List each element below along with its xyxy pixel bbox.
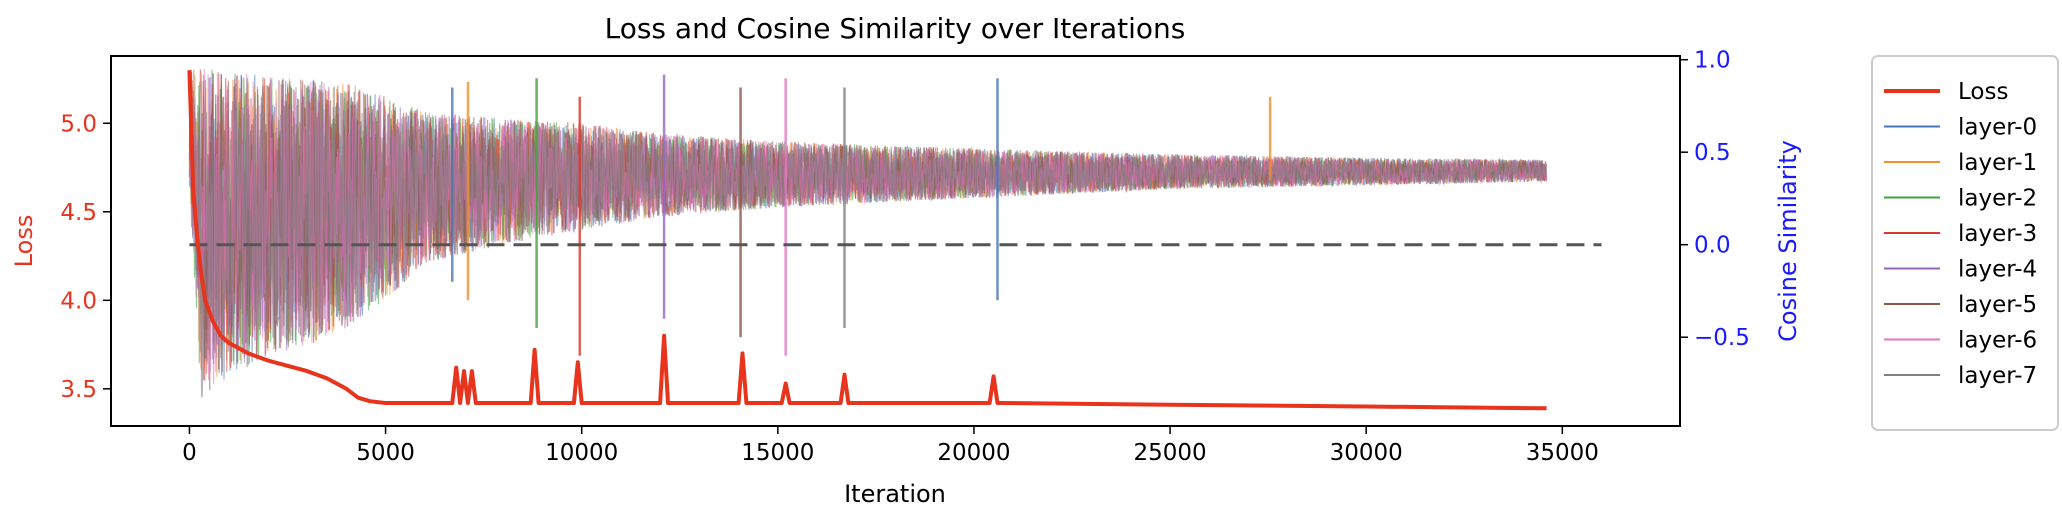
legend-label: layer-6 [1958, 328, 2037, 354]
x-axis-label: Iteration [844, 480, 946, 508]
legend: Loss layer-0 layer-1 layer-2 layer-3 layer-4 l… [1871, 55, 2059, 431]
legend-frame [1871, 55, 2059, 431]
legend-label: Loss [1958, 79, 2008, 105]
legend-item-layer-6: layer-6 [1884, 328, 2037, 354]
legend-item-layer-1: layer-1 [1884, 150, 2037, 176]
legend-items: Loss layer-0 layer-1 layer-2 layer-3 layer-4 l… [1884, 79, 2037, 389]
x-axis-ticks: 0 5000 10000 15000 20000 25000 30000 35000 [182, 426, 1599, 466]
x-tick-label: 15000 [741, 440, 814, 466]
loss-line [187, 70, 1547, 411]
left-y-axis-label: Loss [10, 215, 38, 268]
x-tick-label: 25000 [1133, 440, 1206, 466]
left-y-tick-label: 4.5 [60, 200, 97, 226]
right-y-axis-ticks: −0.5 0.0 0.5 1.0 [1680, 48, 1750, 351]
legend-item-layer-4: layer-4 [1884, 257, 2037, 283]
right-y-tick-label: −0.5 [1694, 325, 1750, 351]
right-y-tick-label: 1.0 [1694, 48, 1731, 74]
right-y-axis-label: Cosine Similarity [1774, 140, 1802, 342]
x-tick-label: 30000 [1330, 440, 1403, 466]
x-tick-label: 20000 [937, 440, 1010, 466]
left-y-axis-ticks: 3.5 4.0 4.5 5.0 [60, 111, 111, 403]
right-y-tick-label: 0.5 [1694, 140, 1731, 166]
legend-item-layer-3: layer-3 [1884, 221, 2037, 247]
legend-label: layer-0 [1958, 115, 2037, 141]
plot-frame [110, 55, 1681, 427]
legend-item-Loss: Loss [1884, 79, 2008, 105]
left-y-tick-label: 3.5 [60, 377, 97, 403]
cosine-similarity-band [188, 68, 1547, 398]
x-tick-label: 35000 [1526, 440, 1599, 466]
legend-label: layer-3 [1958, 221, 2037, 247]
legend-label: layer-2 [1958, 186, 2037, 212]
left-y-tick-label: 4.0 [60, 288, 97, 314]
x-tick-label: 5000 [356, 440, 415, 466]
legend-item-layer-7: layer-7 [1884, 363, 2037, 389]
chart-title: Loss and Cosine Similarity over Iteratio… [605, 12, 1186, 45]
legend-label: layer-1 [1958, 150, 2037, 176]
legend-item-layer-0: layer-0 [1884, 115, 2037, 141]
series-loss-line [187, 70, 1547, 411]
legend-label: layer-7 [1958, 363, 2037, 389]
legend-item-layer-5: layer-5 [1884, 292, 2037, 318]
right-y-tick-label: 0.0 [1694, 233, 1731, 259]
left-y-tick-label: 5.0 [60, 111, 97, 137]
legend-label: layer-5 [1958, 292, 2037, 318]
legend-label: layer-4 [1958, 257, 2037, 283]
series-layer-7-trace [188, 69, 1547, 398]
legend-item-layer-2: layer-2 [1884, 186, 2037, 212]
x-tick-label: 0 [182, 440, 197, 466]
x-tick-label: 10000 [545, 440, 618, 466]
